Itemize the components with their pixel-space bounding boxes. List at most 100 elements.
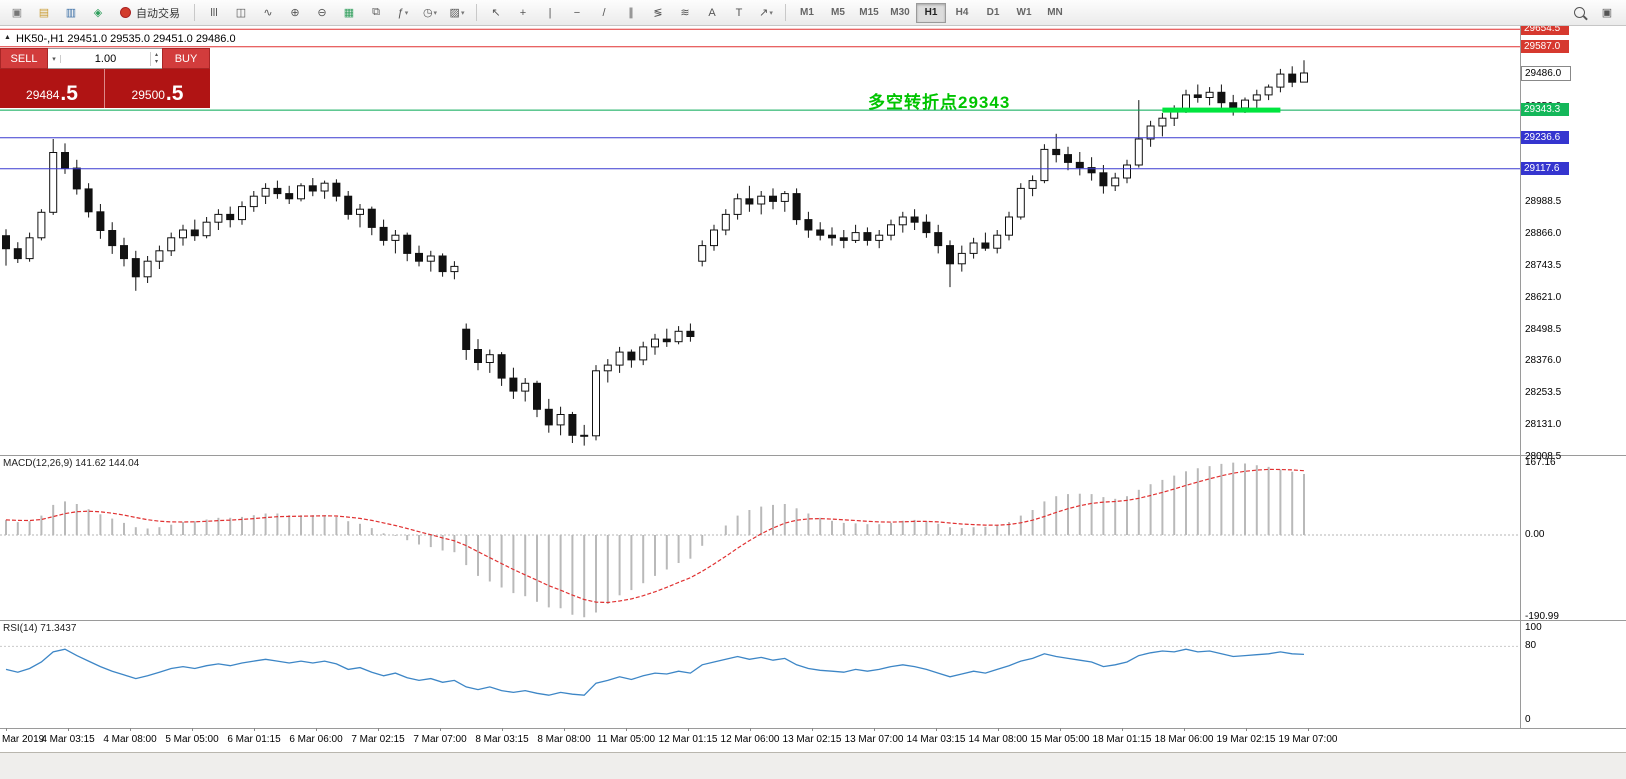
rsi-label: RSI(14) 71.3437 [3,623,77,634]
rsi-plot[interactable] [0,620,1520,728]
vertical-line-icon[interactable]: | [548,6,552,19]
search-icon[interactable] [1566,2,1592,24]
price-marker: 29587.0 [1521,39,1569,53]
grid-icon[interactable]: ▦ [343,7,355,19]
time-label: 6 Mar 06:00 [289,734,343,745]
time-axis[interactable]: Mar 2019 4 Mar 03:15 4 Mar 08:00 5 Mar 05:0… [0,728,1520,752]
candlestick-chart-icon[interactable]: ◫ [235,7,247,19]
sell-button[interactable]: SELL [0,48,48,69]
indicators-icon[interactable]: ƒ ▾ [397,6,409,19]
time-tick [564,728,565,731]
time-label: 4 Mar 03:15 [41,734,95,745]
collapse-icon[interactable]: ▲ [4,34,11,41]
timeframe-h1[interactable]: H1 [916,2,946,23]
timeframe-w1[interactable]: W1 [1016,7,1032,18]
time-tick [254,728,255,731]
volume-stepper[interactable]: ▴ ▾ [150,51,162,66]
channel-icon[interactable]: ∥ [628,7,634,19]
time-tick [68,728,69,731]
rsi-axis-label: 100 [1525,622,1542,633]
timeframe-group: M1 M5 M15 M30 H1 H4 D1 W1 MN [792,2,1070,23]
toolbar-separator [476,4,477,21]
time-tick [936,728,937,731]
fibonacci-icon[interactable]: ≶ [653,7,663,19]
bar-chart-icon[interactable]: lll [210,6,218,19]
volume-field[interactable]: ▾ 1.00 ▴ ▾ [48,48,162,69]
macd-axis-label: 167.16 [1525,457,1556,468]
time-tick [192,728,193,731]
new-window-icon[interactable]: ▣ [1601,7,1613,19]
toolbar: ▣ ▤ ▥ ◈ 自动交易 lll ◫ ∿ ⊕ ⊖ ▦ ⧉ ƒ ▾ ◷ ▾ ▨ ▾ ↖ + | − / ∥ ≶ ≋ A T ↗ ▾ M… [0,0,1626,26]
price-tick: 28008.5 [1525,450,1562,462]
timeframe-d1[interactable]: D1 [986,7,1000,18]
periods-icon[interactable]: ◷ ▾ [422,7,438,19]
one-click-trade-panel: SELL ▾ 1.00 ▴ ▾ BUY 29484.5 29500.5 [0,48,210,108]
line-chart-icon[interactable]: ∿ [263,7,273,19]
time-label: 18 Mar 06:00 [1154,734,1214,745]
time-label: 4 Mar 08:00 [103,734,157,745]
time-tick [750,728,751,731]
chart-title: HK50-,H1 29451.0 29535.0 29451.0 29486.0 [16,33,236,45]
time-label: 6 Mar 01:15 [227,734,281,745]
timeframe-mn[interactable]: MN [1047,7,1063,18]
pane-separator[interactable] [0,620,1626,621]
chart-ohlc-values: 29451.0 29535.0 29451.0 29486.0 [67,33,236,45]
time-tick [874,728,875,731]
tile-windows-icon[interactable]: ⧉ [372,6,380,18]
time-label: 7 Mar 07:00 [413,734,467,745]
toolbar-separator [785,4,786,21]
shapes-icon[interactable]: ≋ [680,7,690,19]
price-marker: 29117.6 [1521,161,1569,175]
text-icon[interactable]: A [708,6,716,19]
new-order-icon[interactable]: ▣ [11,7,23,19]
zoom-out-icon[interactable]: ⊖ [317,7,327,19]
price-marker: 29486.0 [1521,66,1571,82]
auto-trading-button[interactable]: 自动交易 [112,3,188,23]
time-label: 14 Mar 08:00 [968,734,1028,745]
time-label: 7 Mar 02:15 [351,734,405,745]
rsi-axis-label: 80 [1525,640,1537,652]
time-tick [316,728,317,731]
pane-separator[interactable] [0,455,1626,456]
market-watch-icon[interactable]: ▤ [38,7,50,19]
time-label: 18 Mar 01:15 [1092,734,1152,745]
timeframe-m1[interactable]: M1 [800,7,814,18]
buy-button[interactable]: BUY [162,48,210,69]
label-icon[interactable]: T [735,6,743,19]
candlestick-plot[interactable] [0,26,1520,455]
templates-icon[interactable]: ▨ ▾ [449,7,465,19]
price-marker: 29236.6 [1521,130,1569,144]
price-marker: 29654.5 [1521,26,1569,36]
time-tick [812,728,813,731]
timeframe-m5[interactable]: M5 [831,7,845,18]
buy-price[interactable]: 29500.5 [105,69,210,108]
crosshair-icon[interactable]: + [519,6,527,19]
time-label: 5 Mar 05:00 [165,734,219,745]
time-label: Mar 2019 [2,734,45,745]
timeframe-m30[interactable]: M30 [890,7,910,18]
time-tick [502,728,503,731]
macd-axis-label: -190.99 [1525,611,1559,623]
time-tick [1308,728,1309,731]
arrows-icon[interactable]: ↗ ▾ [759,7,773,19]
navigator-icon[interactable]: ◈ [93,7,103,19]
volume-dropdown-icon[interactable]: ▾ [48,54,61,63]
horizontal-line-icon[interactable]: − [573,6,581,19]
time-tick [378,728,379,731]
sell-price[interactable]: 29484.5 [0,69,105,108]
price-axis[interactable]: 29356.028988.528866.028743.528621.028498… [1521,26,1626,752]
timeframe-m15[interactable]: M15 [859,7,879,18]
time-label: 13 Mar 07:00 [844,734,904,745]
toolbar-separator [194,4,195,21]
price-axis-border [1520,26,1521,728]
volume-down-icon: ▾ [154,58,158,65]
zoom-in-icon[interactable]: ⊕ [290,7,300,19]
macd-axis-label: 0.00 [1525,529,1545,540]
macd-plot[interactable] [0,455,1520,620]
status-bar [0,752,1626,779]
volume-value[interactable]: 1.00 [94,52,117,65]
trendline-icon[interactable]: / [602,6,606,19]
data-window-icon[interactable]: ▥ [65,7,77,19]
cursor-icon[interactable]: ↖ [491,7,501,19]
timeframe-h4[interactable]: H4 [955,7,969,18]
